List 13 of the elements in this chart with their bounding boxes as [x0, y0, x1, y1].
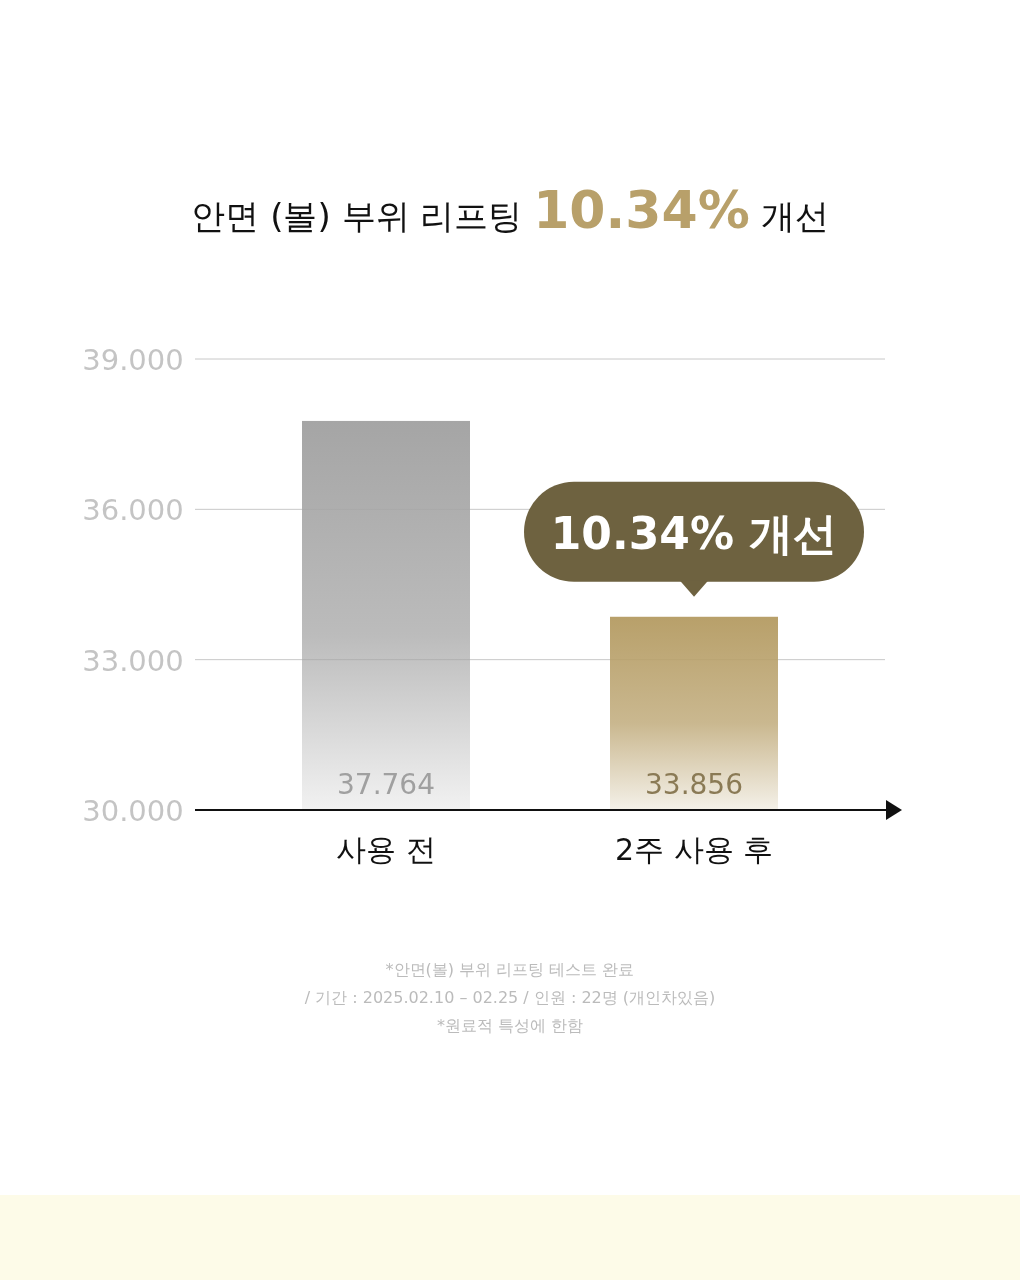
text: *안면(볼) 부위 리프팅 테스트 완료 [385, 960, 635, 979]
y-tick-label: 39.000 [82, 343, 184, 377]
y-tick-label: 36.000 [82, 493, 184, 528]
y-tick-label: 30.000 [82, 794, 184, 828]
text: / 기간 : 2025.02.10 – 02.25 / 인원 : 22명 (개인차있음) [304, 988, 716, 1007]
x-tick-label: 사용 전 [336, 832, 436, 867]
x-tick-label: 2주 사용 후 [614, 832, 774, 867]
chart-title: 안면 (볼) 부위 리프팅 10.34% 개선 [191, 180, 829, 240]
data-label: 33.856 [645, 768, 743, 801]
annotation: 10.34% 개선 [550, 507, 838, 559]
y-tick-label: 33.000 [82, 643, 184, 678]
text: *원료적 특성에 한함 [436, 1016, 584, 1035]
data-label: 37.764 [337, 768, 435, 801]
